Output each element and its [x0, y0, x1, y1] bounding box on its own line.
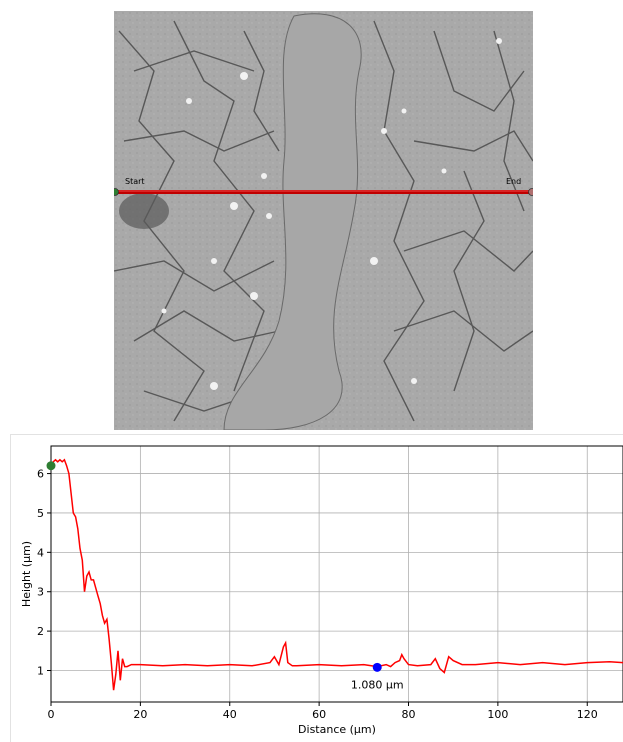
micrograph-image: Start End — [114, 11, 533, 430]
x-tick-label: 80 — [402, 708, 416, 721]
x-tick-label: 120 — [577, 708, 598, 721]
x-tick-label: 0 — [48, 708, 55, 721]
y-tick-label: 2 — [37, 625, 44, 638]
x-tick-label: 60 — [312, 708, 326, 721]
x-axis-label: Distance (µm) — [298, 723, 376, 736]
scan-start-label: Start — [125, 177, 145, 186]
scan-end-handle[interactable] — [529, 189, 534, 196]
y-tick-label: 1 — [37, 664, 44, 677]
y-tick-label: 5 — [37, 507, 44, 520]
tick-labels: 0 20 40 60 80 100 120 1 2 3 4 5 6 — [37, 468, 598, 721]
x-tick-label: 20 — [133, 708, 147, 721]
x-tick-label: 40 — [223, 708, 237, 721]
markers: 1.080 µm — [47, 461, 404, 691]
y-tick-label: 3 — [37, 586, 44, 599]
y-axis-label: Height (µm) — [20, 541, 33, 607]
x-tick-label: 100 — [487, 708, 508, 721]
profile-line — [51, 460, 623, 690]
cursor-value-label: 1.080 µm — [351, 678, 404, 691]
dark-pit — [119, 193, 169, 229]
scan-end-label: End — [506, 177, 521, 186]
y-tick-label: 6 — [37, 468, 44, 481]
height-profile-chart: 0 20 40 60 80 100 120 1 2 3 4 5 6 1.080 µm Distance … — [0, 434, 623, 741]
cursor-marker[interactable] — [373, 663, 382, 672]
scan-start-handle[interactable] — [114, 189, 119, 196]
y-tick-label: 4 — [37, 546, 44, 559]
start-marker[interactable] — [47, 461, 56, 470]
